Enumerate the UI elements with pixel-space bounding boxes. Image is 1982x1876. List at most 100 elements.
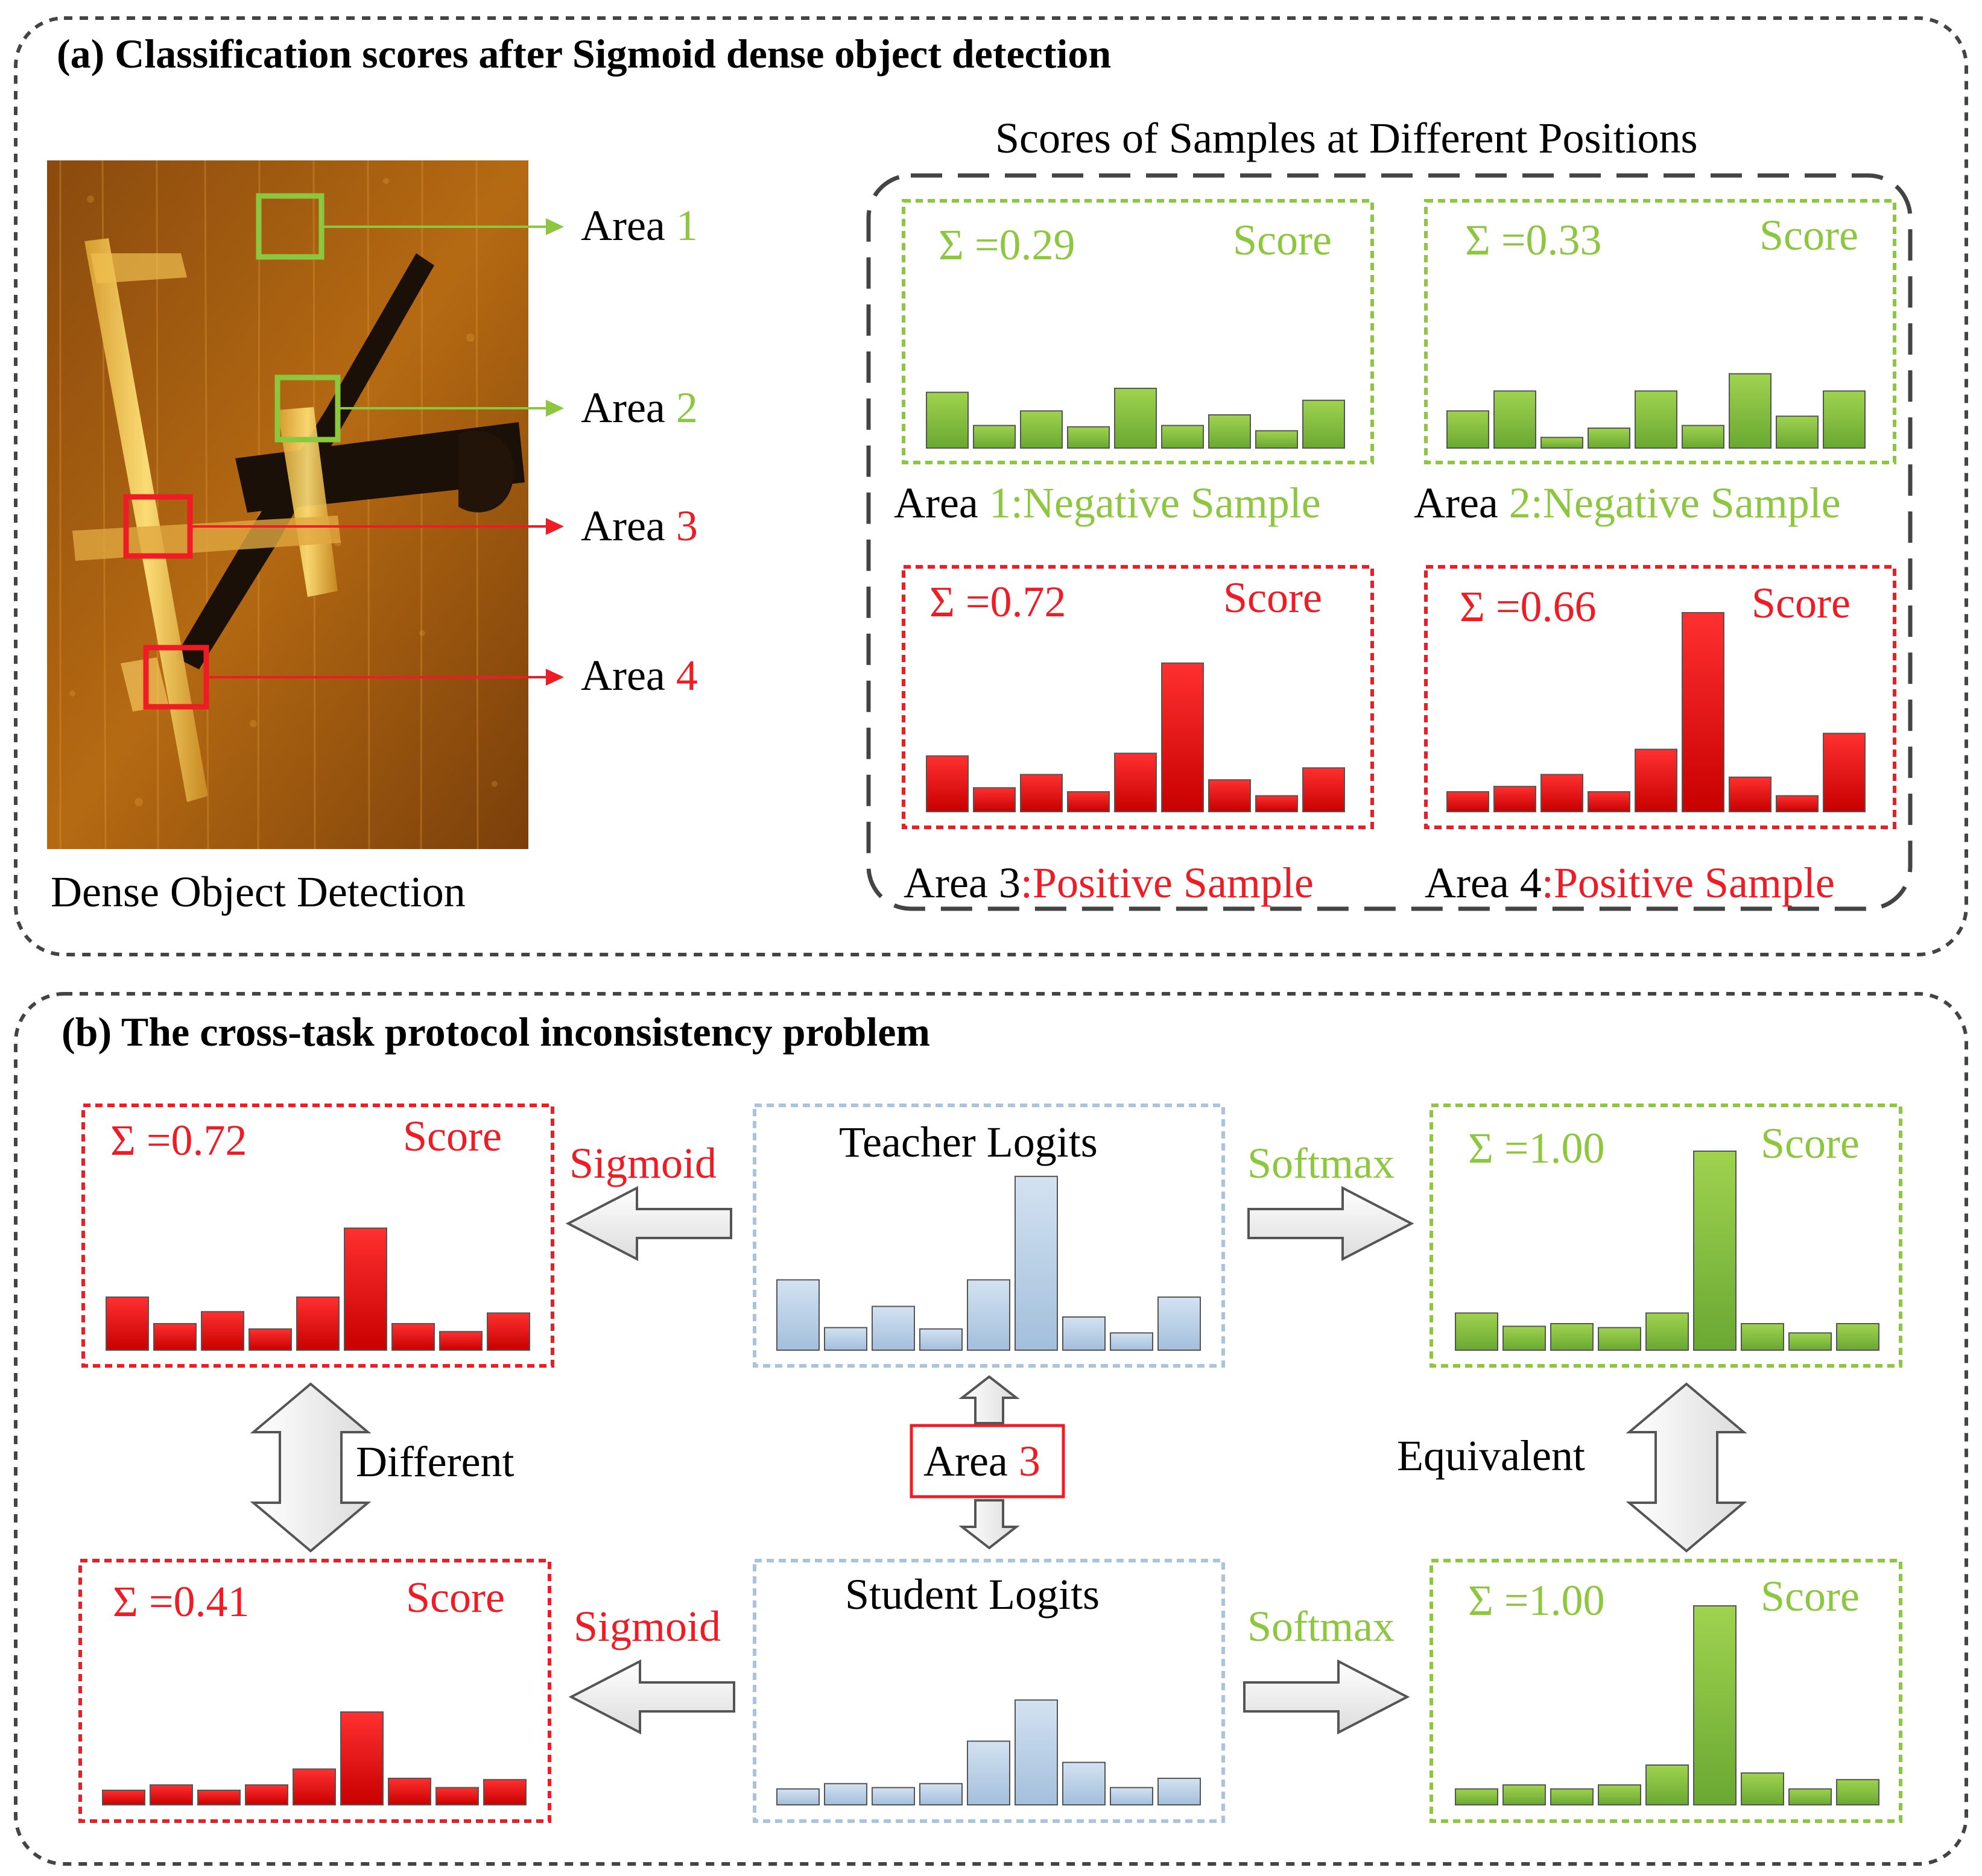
softmax-arrow-bottom	[1243, 1659, 1410, 1735]
card-1-bar-2	[973, 425, 1016, 449]
card-1-sum: Σ =0.29	[939, 221, 1075, 269]
student-softmax-score-label: Score	[1761, 1572, 1860, 1620]
student-softmax-bar-7	[1741, 1772, 1784, 1805]
teacher-softmax-bar-7	[1741, 1323, 1784, 1351]
teacher-softmax-bar-9	[1836, 1323, 1879, 1351]
card-3-bar-2	[973, 787, 1016, 813]
teacher-softmax-bar-5	[1645, 1312, 1689, 1351]
card-3-bar-7	[1208, 779, 1251, 812]
teacher-sigmoid-bar-4	[249, 1328, 292, 1351]
student-logits-bar-6	[1015, 1699, 1058, 1805]
scores-group-frame	[866, 173, 1913, 911]
student-logits-bar-8	[1110, 1787, 1153, 1805]
card-3-bar-9	[1302, 767, 1345, 813]
teacher-logits-bar-8	[1110, 1332, 1153, 1351]
student-logits-label: Student Logits	[845, 1570, 1100, 1619]
card-2-bar-7	[1729, 373, 1771, 449]
teacher-sigmoid-bar-7	[391, 1323, 435, 1351]
teacher-softmax-bar-3	[1550, 1323, 1594, 1351]
teacher-logits-bar-6	[1015, 1175, 1058, 1351]
teacher-logits-bar-3	[872, 1306, 915, 1351]
equivalent-double-arrow	[1626, 1382, 1747, 1553]
area-label-4: Area 4	[581, 651, 698, 700]
scores-title: Scores of Samples at Different Positions	[995, 114, 1698, 162]
card-2-bar-1	[1446, 410, 1489, 449]
student-logits-bar-7	[1062, 1761, 1106, 1806]
teacher-softmax-sum: Σ =1.00	[1468, 1124, 1605, 1172]
teacher-logits-bar-9	[1157, 1296, 1201, 1351]
student-logits-bar-1	[776, 1788, 820, 1806]
student-logits-frame	[753, 1559, 1225, 1823]
teacher-logits-bar-7	[1062, 1316, 1106, 1351]
card-1-caption: Area 1:Negative Sample	[894, 479, 1321, 527]
teacher-logits-bar-5	[967, 1279, 1010, 1351]
student-softmax-bar-8	[1788, 1788, 1832, 1806]
image-caption: Dense Object Detection	[51, 868, 466, 916]
card-3-bar-5	[1114, 753, 1157, 812]
student-sigmoid-bar-6	[340, 1711, 384, 1805]
teacher-sigmoid-sum: Σ =0.72	[110, 1116, 247, 1164]
panel-a-title: (a) Classification scores after Sigmoid …	[57, 31, 1112, 77]
card-4-bar-2	[1493, 786, 1536, 812]
teacher-sigmoid-bar-5	[296, 1296, 340, 1351]
student-sigmoid-bar-1	[102, 1789, 145, 1806]
card-4-bar-1	[1446, 791, 1489, 812]
card-1-bar-7	[1208, 414, 1251, 449]
card-3-bar-3	[1020, 774, 1063, 813]
teacher-softmax-bar-4	[1598, 1327, 1641, 1351]
card-2-bar-5	[1635, 390, 1677, 449]
card-4-bar-7	[1729, 776, 1771, 813]
card-3-caption: Area 3:Positive Sample	[904, 859, 1314, 907]
card-1-bar-4	[1067, 426, 1110, 449]
student-softmax-frame	[1430, 1559, 1902, 1823]
different-label: Different	[356, 1438, 514, 1486]
panel-a-frame	[14, 16, 1968, 956]
area-3-label: Area 3	[923, 1437, 1040, 1485]
teacher-softmax-frame	[1430, 1104, 1902, 1368]
card-3-bar-8	[1255, 795, 1298, 812]
area3-down-arrow	[958, 1499, 1020, 1550]
teacher-softmax-score-label: Score	[1761, 1119, 1860, 1167]
card-2-bar-8	[1776, 415, 1819, 449]
card-4-bar-9	[1823, 733, 1866, 812]
student-sigmoid-bar-3	[197, 1789, 241, 1806]
card-4-bar-4	[1588, 791, 1630, 812]
bar-groups	[102, 373, 1879, 1806]
equivalent-label: Equivalent	[1397, 1432, 1585, 1480]
card-4-bar-3	[1540, 774, 1583, 813]
student-softmax-bar-2	[1502, 1784, 1546, 1805]
card-3-bar-1	[926, 755, 969, 812]
card-1-bar-6	[1161, 425, 1204, 449]
card-2-bar-3	[1540, 437, 1583, 449]
student-logits-bar-2	[824, 1783, 867, 1806]
student-sigmoid-bar-5	[293, 1768, 336, 1806]
teacher-softmax-bar-1	[1455, 1312, 1498, 1351]
area-label-1: Area 1	[581, 201, 698, 250]
area-3-label-box	[910, 1424, 1065, 1499]
student-sigmoid-bar-8	[435, 1787, 479, 1805]
sonar-image	[47, 160, 528, 850]
student-softmax-bar-4	[1598, 1784, 1641, 1805]
student-logits-bar-3	[872, 1787, 915, 1805]
teacher-logits-bar-2	[824, 1327, 867, 1351]
sigmoid-arrow-top	[565, 1186, 732, 1262]
card-4-bar-5	[1635, 748, 1677, 812]
card-4-caption: Area 4:Positive Sample	[1425, 859, 1835, 907]
sigmoid-label-top: Sigmoid	[569, 1139, 717, 1187]
softmax-arrow-top	[1247, 1186, 1414, 1262]
student-sigmoid-frame	[78, 1559, 551, 1823]
softmax-label-bottom: Softmax	[1247, 1602, 1395, 1650]
teacher-sigmoid-bar-8	[439, 1331, 483, 1351]
block-arrows	[250, 1186, 1747, 1735]
student-softmax-bar-6	[1693, 1605, 1737, 1805]
area-label-2: Area 2	[581, 384, 698, 432]
sigmoid-arrow-bottom	[568, 1659, 735, 1735]
student-sigmoid-bar-7	[388, 1778, 431, 1805]
card-3-bar-4	[1067, 791, 1110, 812]
teacher-logits-bar-1	[776, 1279, 820, 1351]
teacher-logits-bar-4	[919, 1328, 963, 1351]
student-logits-bar-5	[967, 1740, 1010, 1805]
panel-b-frame	[14, 992, 1968, 1866]
card-2-bar-6	[1682, 425, 1724, 449]
